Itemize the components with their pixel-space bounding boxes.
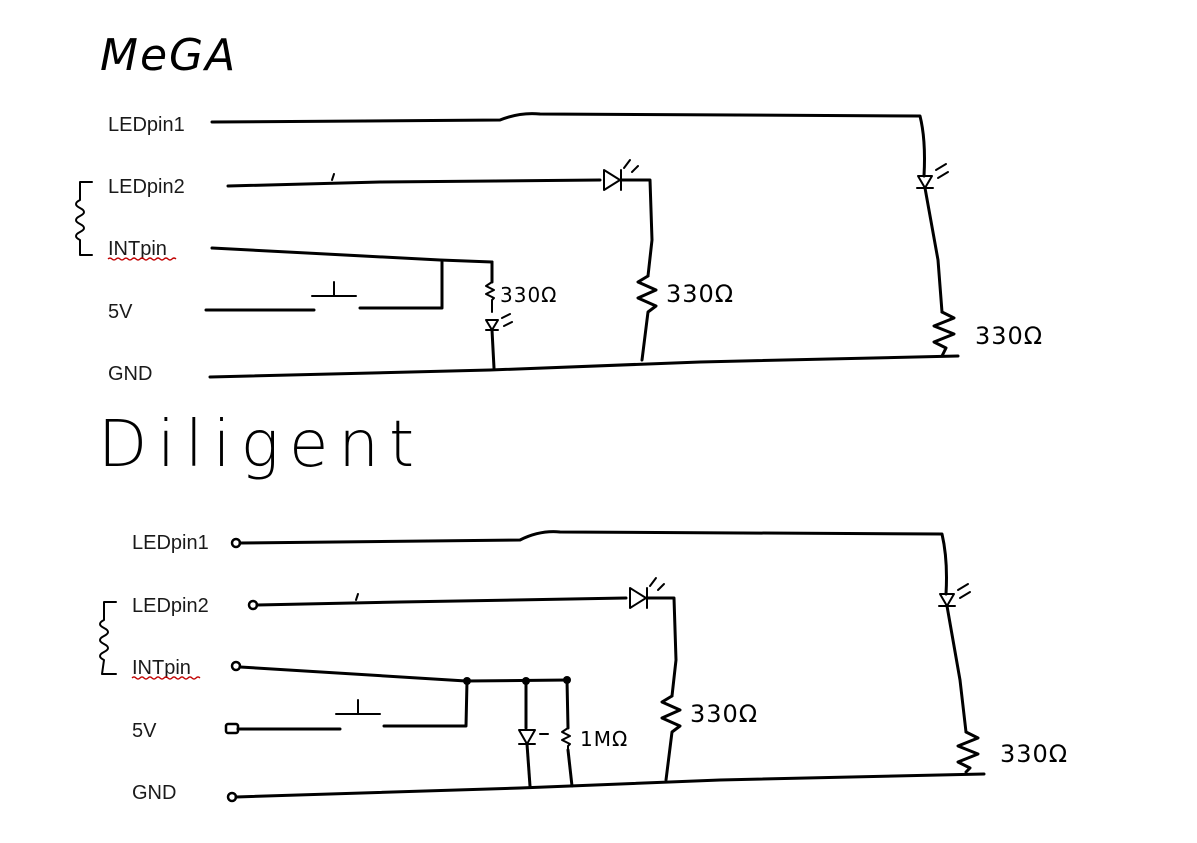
diligent-wire-ledpin2 [255,596,628,607]
mega-section: MeGA LEDpin1 LEDpin2 INTpin 5V GND 330Ω … [75,30,1043,385]
mega-led-2-rays [623,159,639,173]
mega-wire-intpin [210,246,494,264]
diligent-resistor-middle [660,694,682,782]
diligent-resistor-right-label: 330Ω [1000,740,1068,768]
mega-wire-tick [331,173,335,181]
mega-pin-ledpin2: LEDpin2 [108,176,185,198]
mega-title: MeGA [100,30,237,81]
diligent-resistor-left [561,727,571,751]
diligent-title: Diligent [98,408,424,482]
diligent-resistor-middle-label: 330Ω [690,700,758,728]
diligent-wire-led3-drop [525,742,532,788]
mega-pushbutton [311,281,357,297]
mega-spell-squiggle [107,257,177,261]
mega-led-3-rays [501,313,513,327]
mega-led-1-rays [935,163,949,179]
diligent-resistor-left-label: 1MΩ [580,727,628,751]
diligent-pin-5v: 5V [132,720,157,742]
diligent-wire-int-to-switch [382,679,469,728]
mega-resistor-middle-label: 330Ω [666,280,734,308]
mega-side-jumper [75,181,93,256]
diligent-pin-gnd: GND [132,782,176,804]
mega-wire-ledpin1 [210,112,926,178]
mega-wire-ledpin2 [226,178,602,188]
diligent-led-1-rays [957,583,971,599]
diligent-led-2-rays [649,577,665,591]
diligent-led-2 [629,587,648,609]
diligent-terminal-5v [224,722,240,735]
diligent-spell-squiggle [131,676,201,680]
diligent-pushbutton [335,699,381,715]
mega-wire-ledpin1-drop [923,186,944,314]
diligent-section: Diligent LEDpin1 LEDpin2 INTpin 5V GND 3… [98,408,1068,804]
mega-led-2 [603,169,622,191]
mega-pin-gnd: GND [108,363,152,385]
mega-led-1 [916,175,934,189]
diligent-wire-ledpin1-drop [945,604,968,734]
diligent-pin-ledpin2: LEDpin2 [132,595,209,617]
diligent-wire-1m-drop [566,748,574,788]
mega-wire-gnd [208,354,960,379]
diligent-wire-ledpin2-drop [646,596,678,698]
mega-wire-ledpin2-drop [620,178,654,278]
diligent-wire-ledpin1 [238,530,948,596]
diligent-resistor-right [956,730,980,774]
mega-resistor-left [485,281,495,313]
diligent-led-3 [518,729,536,745]
diligent-wire-gnd [234,772,986,799]
diligent-terminal-intpin [230,660,242,672]
diligent-wire-intpin [238,665,570,683]
diligent-led-1 [938,593,956,607]
mega-resistor-middle [636,274,658,362]
mega-resistor-right-label: 330Ω [975,322,1043,350]
mega-pin-intpin: INTpin [108,238,167,260]
diligent-pin-intpin: INTpin [132,657,191,679]
mega-resistor-right [932,310,956,358]
diligent-pin-ledpin1: LEDpin1 [132,532,209,554]
diligent-wire-tick [355,593,359,601]
mega-resistor-left-label: 330Ω [500,283,557,307]
diligent-side-jumper [99,601,117,675]
mega-wire-led3-drop [490,328,496,370]
mega-pin-ledpin1: LEDpin1 [108,114,185,136]
mega-pin-5v: 5V [108,301,133,323]
diligent-wire-1m [565,678,570,730]
mega-wire-int-to-switch [358,260,444,310]
